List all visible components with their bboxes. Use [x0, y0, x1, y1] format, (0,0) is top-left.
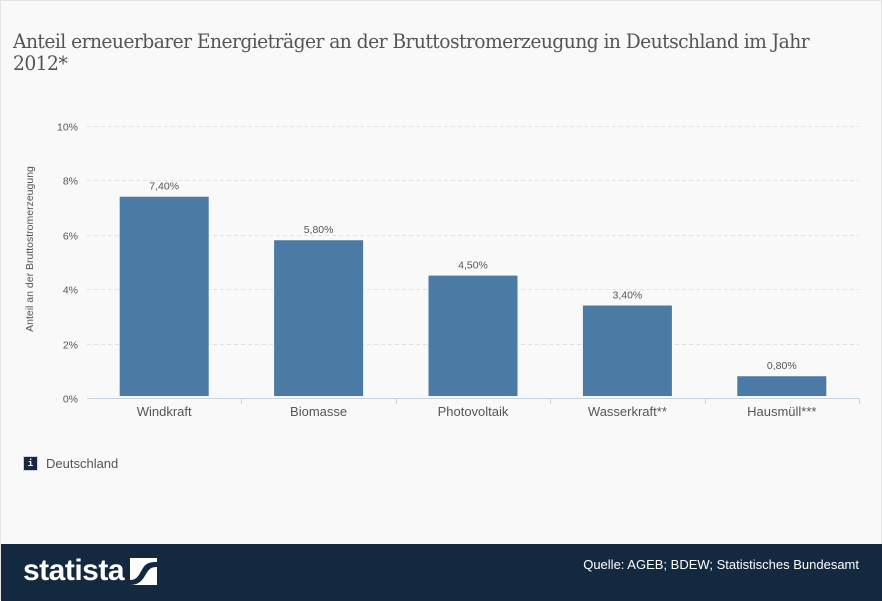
- bar[interactable]: [582, 305, 672, 396]
- x-tick-label: Hausmüll***: [747, 404, 816, 419]
- statista-logo[interactable]: statista: [23, 554, 158, 588]
- legend-label: Deutschland: [46, 456, 119, 471]
- x-axis: Windkraft Biomasse Photovoltaik Wasserkraft…: [87, 398, 860, 419]
- y-tick-label: 0%: [63, 394, 78, 406]
- info-icon[interactable]: i: [23, 456, 38, 471]
- bar[interactable]: [119, 196, 209, 396]
- x-tick-label: Wasserkraft**: [588, 404, 667, 419]
- legend[interactable]: i Deutschland: [23, 456, 118, 471]
- data-label: 4,50%: [458, 260, 488, 272]
- y-tick-label: 10%: [57, 122, 78, 134]
- footer: statista Quelle: AGEB; BDEW; Statistisch…: [1, 544, 882, 601]
- y-tick-label: 4%: [63, 285, 78, 297]
- y-tick-label: 2%: [63, 340, 78, 352]
- logo-text: statista: [23, 554, 125, 587]
- x-tick-label: Photovoltaik: [438, 404, 509, 419]
- y-axis-label: Anteil an der Bruttostromerzeugung: [24, 166, 36, 332]
- x-tick-label: Biomasse: [290, 404, 347, 419]
- data-label: 5,80%: [304, 224, 334, 236]
- y-tick-label: 6%: [63, 231, 78, 243]
- bar[interactable]: [428, 275, 518, 396]
- bar[interactable]: [274, 240, 364, 396]
- data-label: 7,40%: [149, 181, 179, 193]
- bar-chart: 0% 2% 4% 6% 8% 10% Anteil an der Bruttostrome…: [24, 122, 860, 419]
- data-label: 3,40%: [613, 290, 643, 302]
- data-label: 0,80%: [767, 360, 797, 372]
- source-note: Quelle: AGEB; BDEW; Statistisches Bundes…: [583, 557, 859, 572]
- bars: 7,40% 5,80% 4,50% 3,40% 0,80%: [119, 181, 827, 396]
- bar[interactable]: [737, 376, 827, 396]
- x-tick-label: Windkraft: [137, 404, 192, 419]
- y-tick-label: 8%: [63, 176, 78, 188]
- statista-logo-icon: [130, 557, 158, 585]
- chart-title: Anteil erneuerbarer Energieträger an der…: [13, 30, 810, 75]
- y-axis-ticks: 0% 2% 4% 6% 8% 10%: [57, 122, 78, 406]
